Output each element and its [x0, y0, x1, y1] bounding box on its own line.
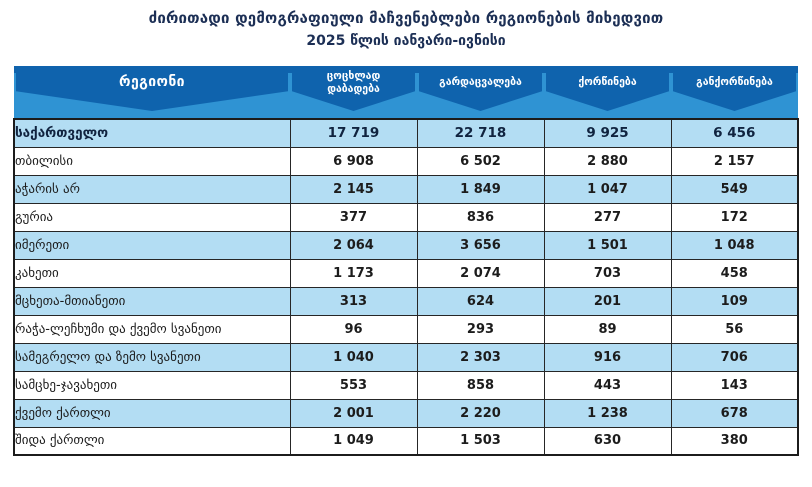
value-cell: 6 456 [670, 118, 799, 148]
region-cell: სამეგრელო და ზემო სვანეთი [13, 342, 291, 372]
table-row: საქართველო 17 719 22 718 9 925 6 456 [13, 118, 799, 148]
region-cell: ქვემო ქართლი [13, 398, 291, 428]
regions-table: საქართველო 17 719 22 718 9 925 6 456 თბილისი 6… [13, 118, 799, 456]
column-header-label: ცოცხლად დაბადება [292, 66, 415, 111]
value-cell: 703 [543, 258, 672, 288]
value-cell: 6 908 [289, 146, 418, 176]
region-cell: აჭარის არ [13, 174, 291, 204]
value-cell: 1 501 [543, 230, 672, 260]
value-cell: 3 656 [416, 230, 545, 260]
column-header-label: ქორწინება [546, 66, 669, 111]
value-cell: 380 [670, 426, 799, 456]
table-row: რაჭა-ლეჩხუმი და ქვემო სვანეთი 96 293 89 56 [13, 314, 799, 344]
value-cell: 458 [670, 258, 799, 288]
value-cell: 1 040 [289, 342, 418, 372]
column-headers: რეგიონი ცოცხლად დაბადება გარდაცვალება ქო… [14, 66, 798, 111]
header-band: რეგიონი ცოცხლად დაბადება გარდაცვალება ქო… [14, 66, 798, 118]
column-header-marriages: ქორწინება [544, 66, 671, 111]
value-cell: 553 [289, 370, 418, 400]
value-cell: 1 047 [543, 174, 672, 204]
value-cell: 109 [670, 286, 799, 316]
value-cell: 9 925 [543, 118, 672, 148]
table-row: მცხეთა-მთიანეთი 313 624 201 109 [13, 286, 799, 316]
table-row: გურია 377 836 277 172 [13, 202, 799, 232]
value-cell: 706 [670, 342, 799, 372]
table-row: ქვემო ქართლი 2 001 2 220 1 238 678 [13, 398, 799, 428]
table-row: სამცხე-ჯავახეთი 553 858 443 143 [13, 370, 799, 400]
value-cell: 836 [416, 202, 545, 232]
table-body: საქართველო 17 719 22 718 9 925 6 456 თბილისი 6… [13, 118, 799, 456]
value-cell: 313 [289, 286, 418, 316]
value-cell: 377 [289, 202, 418, 232]
value-cell: 277 [543, 202, 672, 232]
value-cell: 1 048 [670, 230, 799, 260]
value-cell: 2 074 [416, 258, 545, 288]
region-cell: გურია [13, 202, 291, 232]
region-cell: სამცხე-ჯავახეთი [13, 370, 291, 400]
table-row: კახეთი 1 173 2 074 703 458 [13, 258, 799, 288]
value-cell: 22 718 [416, 118, 545, 148]
column-header-deaths: გარდაცვალება [417, 66, 544, 111]
column-header-label: გარდაცვალება [419, 66, 542, 111]
region-cell: შიდა ქართლი [13, 426, 291, 456]
region-cell: იმერეთი [13, 230, 291, 260]
value-cell: 2 220 [416, 398, 545, 428]
column-header-label: განქორწინება [673, 66, 796, 111]
table-row: შიდა ქართლი 1 049 1 503 630 380 [13, 426, 799, 456]
value-cell: 89 [543, 314, 672, 344]
value-cell: 1 049 [289, 426, 418, 456]
region-cell: კახეთი [13, 258, 291, 288]
column-header-divorces: განქორწინება [671, 66, 798, 111]
region-cell: საქართველო [13, 118, 291, 148]
value-cell: 172 [670, 202, 799, 232]
value-cell: 549 [670, 174, 799, 204]
value-cell: 624 [416, 286, 545, 316]
table-row: სამეგრელო და ზემო სვანეთი 1 040 2 303 916 70… [13, 342, 799, 372]
region-cell: რაჭა-ლეჩხუმი და ქვემო სვანეთი [13, 314, 291, 344]
value-cell: 143 [670, 370, 799, 400]
value-cell: 2 064 [289, 230, 418, 260]
table-row: თბილისი 6 908 6 502 2 880 2 157 [13, 146, 799, 176]
column-header-label: რეგიონი [16, 66, 288, 111]
page-title-line2: 2025 წლის იანვარი-ივნისი [306, 33, 506, 49]
value-cell: 2 001 [289, 398, 418, 428]
region-cell: მცხეთა-მთიანეთი [13, 286, 291, 316]
table-row: იმერეთი 2 064 3 656 1 501 1 048 [13, 230, 799, 260]
value-cell: 916 [543, 342, 672, 372]
value-cell: 2 145 [289, 174, 418, 204]
page-title-line1: ძირითადი დემოგრაფიული მაჩვენებლები რეგიო… [148, 9, 664, 27]
value-cell: 678 [670, 398, 799, 428]
value-cell: 858 [416, 370, 545, 400]
value-cell: 6 502 [416, 146, 545, 176]
value-cell: 2 880 [543, 146, 672, 176]
value-cell: 2 303 [416, 342, 545, 372]
value-cell: 1 503 [416, 426, 545, 456]
value-cell: 17 719 [289, 118, 418, 148]
value-cell: 201 [543, 286, 672, 316]
table-row: აჭარის არ 2 145 1 849 1 047 549 [13, 174, 799, 204]
value-cell: 2 157 [670, 146, 799, 176]
column-header-region: რეგიონი [14, 66, 290, 111]
value-cell: 630 [543, 426, 672, 456]
region-cell: თბილისი [13, 146, 291, 176]
value-cell: 293 [416, 314, 545, 344]
value-cell: 1 849 [416, 174, 545, 204]
value-cell: 96 [289, 314, 418, 344]
value-cell: 443 [543, 370, 672, 400]
value-cell: 1 238 [543, 398, 672, 428]
column-header-live-births: ცოცხლად დაბადება [290, 66, 417, 111]
value-cell: 56 [670, 314, 799, 344]
value-cell: 1 173 [289, 258, 418, 288]
